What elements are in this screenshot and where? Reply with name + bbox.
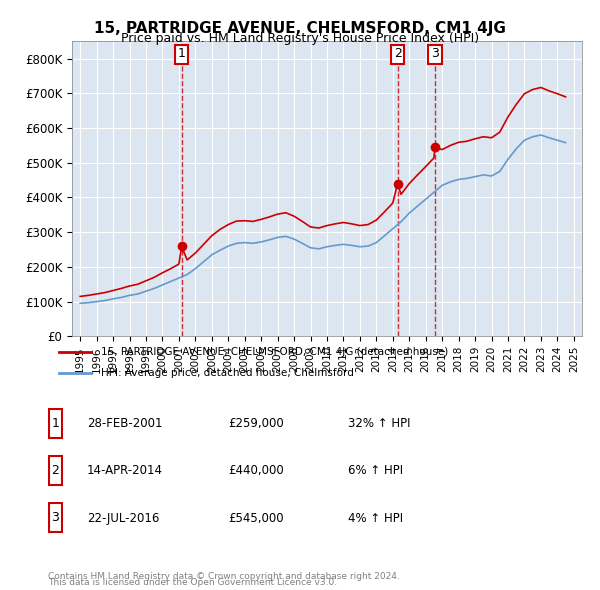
Text: £545,000: £545,000 [228,512,284,525]
Text: 15, PARTRIDGE AVENUE, CHELMSFORD, CM1 4JG: 15, PARTRIDGE AVENUE, CHELMSFORD, CM1 4J… [94,21,506,35]
Text: 4% ↑ HPI: 4% ↑ HPI [348,512,403,525]
Text: 14-APR-2014: 14-APR-2014 [87,464,163,477]
Text: £440,000: £440,000 [228,464,284,477]
FancyBboxPatch shape [391,45,404,64]
FancyBboxPatch shape [175,45,188,64]
Text: This data is licensed under the Open Government Licence v3.0.: This data is licensed under the Open Gov… [48,578,337,587]
FancyBboxPatch shape [49,409,62,438]
FancyBboxPatch shape [49,456,62,485]
Text: 32% ↑ HPI: 32% ↑ HPI [348,417,410,430]
Text: £259,000: £259,000 [228,417,284,430]
Text: 3: 3 [52,511,59,525]
Text: HPI: Average price, detached house, Chelmsford: HPI: Average price, detached house, Chel… [101,368,354,378]
Text: 2: 2 [52,464,59,477]
Text: 3: 3 [431,47,439,60]
Text: 28-FEB-2001: 28-FEB-2001 [87,417,163,430]
Text: Price paid vs. HM Land Registry's House Price Index (HPI): Price paid vs. HM Land Registry's House … [121,32,479,45]
Text: 2: 2 [394,47,401,60]
Text: 1: 1 [178,47,185,60]
Text: 22-JUL-2016: 22-JUL-2016 [87,512,160,525]
Text: 1: 1 [52,417,59,430]
Text: 6% ↑ HPI: 6% ↑ HPI [348,464,403,477]
FancyBboxPatch shape [49,503,62,532]
Text: Contains HM Land Registry data © Crown copyright and database right 2024.: Contains HM Land Registry data © Crown c… [48,572,400,581]
FancyBboxPatch shape [428,45,442,64]
Text: 15, PARTRIDGE AVENUE, CHELMSFORD, CM1 4JG (detached house): 15, PARTRIDGE AVENUE, CHELMSFORD, CM1 4J… [101,348,449,358]
